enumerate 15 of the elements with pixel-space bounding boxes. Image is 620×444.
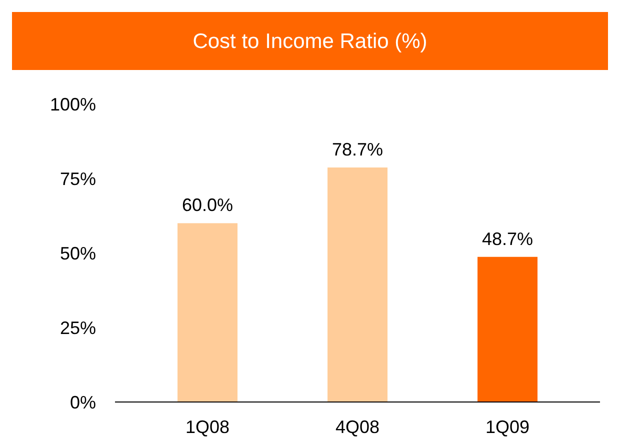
data-label: 78.7% xyxy=(332,139,384,160)
bar xyxy=(478,256,538,402)
data-label: 48.7% xyxy=(482,228,534,249)
chart-title: Cost to Income Ratio (%) xyxy=(192,30,428,53)
y-tick-label: 50% xyxy=(60,243,96,264)
x-tick-label: 1Q08 xyxy=(185,417,230,437)
data-label: 60.0% xyxy=(182,195,234,216)
bar xyxy=(328,167,388,402)
y-tick-label: 0% xyxy=(70,392,96,412)
y-tick-label: 100% xyxy=(50,94,96,114)
y-tick-label: 25% xyxy=(60,318,96,338)
x-tick-label: 1Q09 xyxy=(485,417,530,437)
x-tick-label: 4Q08 xyxy=(335,417,380,437)
y-tick-label: 75% xyxy=(60,168,96,189)
bar xyxy=(178,223,238,402)
